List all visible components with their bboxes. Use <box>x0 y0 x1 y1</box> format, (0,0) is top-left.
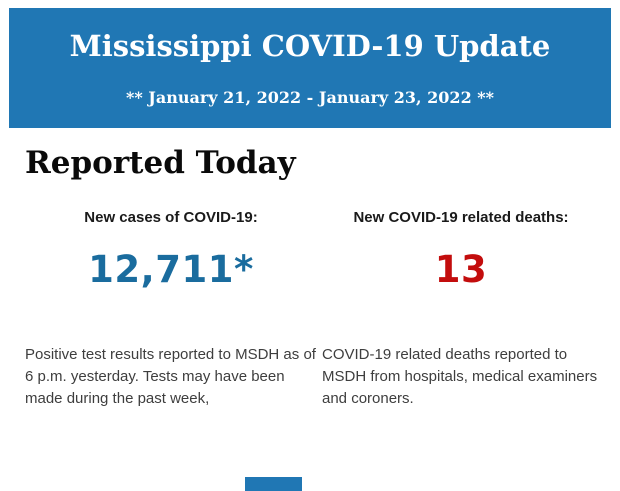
deaths-description: COVID-19 related deaths reported to MSDH… <box>322 346 598 407</box>
cases-description: Positive test results reported to MSDH a… <box>25 346 316 407</box>
banner-date-range: ** January 21, 2022 - January 23, 2022 *… <box>126 88 494 107</box>
cases-value: 12,711* <box>88 248 254 291</box>
deaths-column: New COVID-19 related deaths: 13 COVID-19… <box>322 209 600 410</box>
report-section: Reported Today New cases of COVID-19: 12… <box>0 144 620 410</box>
section-heading: Reported Today <box>25 145 296 181</box>
banner-title: Mississippi COVID-19 Update <box>69 29 551 63</box>
covid-update-card: Mississippi COVID-19 Update ** January 2… <box>0 8 620 491</box>
stats-columns: New cases of COVID-19: 12,711* Positive … <box>25 209 600 410</box>
deaths-value: 13 <box>434 248 488 291</box>
header-banner: Mississippi COVID-19 Update ** January 2… <box>9 8 611 128</box>
cases-label: New cases of COVID-19: <box>84 209 258 226</box>
next-section-partial-bar <box>245 477 302 491</box>
deaths-label: New COVID-19 related deaths: <box>353 209 569 226</box>
new-cases-column: New cases of COVID-19: 12,711* Positive … <box>25 209 317 410</box>
